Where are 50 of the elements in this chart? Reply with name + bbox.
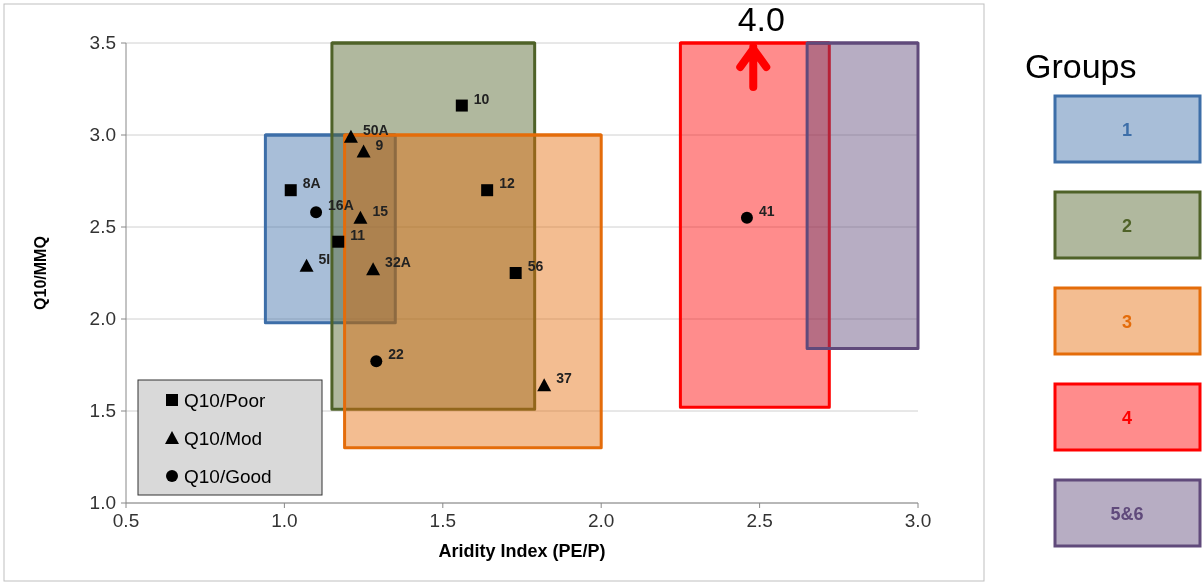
point bbox=[366, 262, 381, 276]
annotation: 22 bbox=[388, 346, 405, 363]
y-tick-label: 3.5 bbox=[89, 32, 116, 53]
point bbox=[299, 258, 314, 272]
x-tick-label: 1.5 bbox=[429, 510, 457, 531]
text: 3 bbox=[1121, 312, 1133, 332]
legend-label: Q10/Poor bbox=[184, 390, 266, 411]
point bbox=[370, 355, 383, 368]
x-tick-label: 2.0 bbox=[587, 510, 615, 531]
x-tick-label: 0.5 bbox=[112, 510, 140, 531]
point bbox=[509, 267, 522, 279]
legend-title: Groups bbox=[1025, 47, 1137, 85]
annotation: 10 bbox=[473, 90, 490, 107]
annotation: 41 bbox=[758, 202, 775, 219]
y-tick-label: 2.0 bbox=[89, 308, 116, 329]
point bbox=[455, 99, 468, 112]
text: 4 bbox=[1121, 408, 1133, 428]
y-tick-label: 1.5 bbox=[89, 400, 116, 421]
annotation: 8A bbox=[302, 175, 321, 192]
annotation: 9 bbox=[375, 136, 384, 153]
point bbox=[332, 235, 345, 248]
annotation: 56 bbox=[527, 258, 544, 274]
text: 5&6 bbox=[1110, 504, 1144, 524]
point bbox=[353, 210, 368, 224]
point bbox=[740, 211, 753, 224]
y-tick-label: 2.5 bbox=[89, 216, 116, 237]
annotation: 5I bbox=[318, 250, 331, 267]
annotation: 15 bbox=[372, 202, 389, 219]
annotation: 12 bbox=[499, 175, 515, 192]
legend-label: Q10/Mod bbox=[184, 428, 263, 449]
point bbox=[481, 184, 494, 197]
text: 2 bbox=[1121, 216, 1133, 236]
y-tick-label: 3.0 bbox=[89, 124, 116, 145]
x-axis-title: Aridity Index (PE/P) bbox=[438, 541, 606, 561]
annotation: 4.0 bbox=[737, 0, 785, 38]
point bbox=[537, 378, 552, 392]
x-tick-label: 1.0 bbox=[271, 510, 298, 531]
point bbox=[284, 184, 297, 197]
point bbox=[343, 129, 358, 143]
point bbox=[356, 144, 371, 158]
y-tick-label: 1.0 bbox=[89, 492, 116, 513]
legend-label: Q10/Good bbox=[184, 466, 272, 487]
x-tick-label: 2.5 bbox=[746, 510, 773, 531]
y-axis-title: Q10/MMQ bbox=[32, 236, 49, 310]
point bbox=[310, 206, 323, 219]
annotation: 37 bbox=[556, 370, 572, 387]
annotation: 32A bbox=[385, 254, 411, 271]
annotation: 11 bbox=[350, 226, 366, 243]
text: 1 bbox=[1121, 120, 1133, 140]
x-tick-label: 3.0 bbox=[904, 510, 932, 531]
